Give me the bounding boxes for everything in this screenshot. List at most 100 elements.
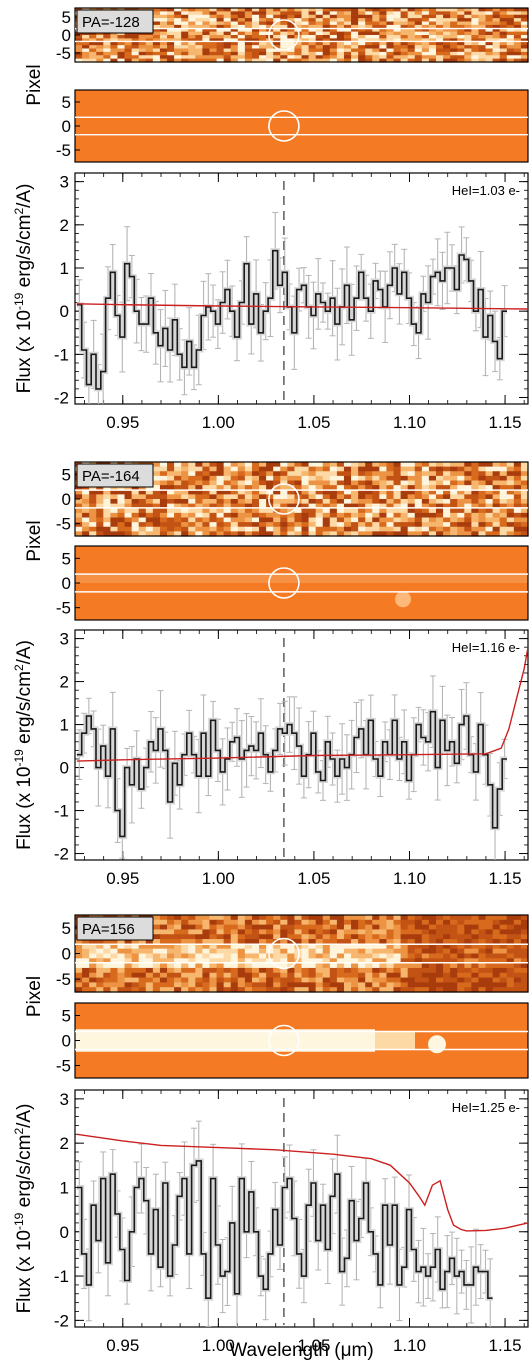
image-pixel bbox=[89, 512, 97, 519]
image-pixel bbox=[372, 28, 380, 33]
image-pixel bbox=[131, 517, 140, 523]
image-pixel bbox=[322, 512, 331, 519]
image-pixel bbox=[237, 489, 246, 495]
image-pixel bbox=[230, 915, 239, 921]
image-pixel bbox=[329, 915, 338, 921]
image-pixel bbox=[124, 963, 133, 969]
image-pixel bbox=[499, 972, 508, 979]
image-pixel bbox=[513, 929, 522, 935]
image-pixel bbox=[414, 943, 423, 950]
image-pixel bbox=[336, 45, 345, 50]
image-pixel bbox=[372, 8, 380, 12]
image-pixel bbox=[237, 45, 246, 50]
image-pixel bbox=[188, 45, 196, 50]
image-pixel bbox=[287, 503, 296, 509]
image-pixel bbox=[244, 8, 253, 12]
image-pixel bbox=[513, 972, 522, 979]
image-pixel bbox=[421, 963, 430, 969]
image-pixel bbox=[351, 987, 359, 993]
image-pixel bbox=[386, 11, 395, 16]
image-pixel bbox=[96, 963, 104, 969]
image-pixel bbox=[365, 38, 373, 43]
image-pixel bbox=[351, 512, 359, 519]
image-pixel bbox=[280, 35, 288, 39]
image-pixel bbox=[230, 475, 239, 482]
image-pixel bbox=[343, 967, 352, 974]
image-pixel bbox=[117, 489, 126, 495]
image-pixel bbox=[223, 494, 232, 500]
image-pixel bbox=[379, 972, 388, 979]
image-pixel bbox=[322, 11, 331, 16]
image-pixel bbox=[287, 943, 296, 950]
image-pixel bbox=[167, 471, 175, 477]
image-pixel bbox=[251, 943, 260, 950]
image-pixel bbox=[301, 11, 310, 16]
image-pixel bbox=[117, 35, 126, 39]
image-pixel bbox=[379, 38, 388, 43]
image-pixel bbox=[259, 499, 267, 505]
image-pixel bbox=[513, 41, 522, 46]
image-pixel bbox=[485, 987, 494, 993]
image-pixel bbox=[273, 471, 281, 477]
image-pixel bbox=[167, 987, 175, 993]
image-pixel bbox=[237, 471, 246, 477]
image-pixel bbox=[209, 934, 218, 940]
image-pixel bbox=[167, 28, 175, 33]
image-pixel bbox=[471, 503, 480, 509]
image-pixel bbox=[329, 31, 338, 36]
image-pixel bbox=[280, 58, 288, 63]
image-pixel bbox=[520, 475, 529, 482]
x-tick-label: 1.10 bbox=[393, 869, 426, 888]
image-pixel bbox=[520, 929, 529, 935]
image-pixel bbox=[152, 45, 161, 50]
image-pixel bbox=[181, 471, 189, 477]
image-pixel bbox=[82, 503, 90, 509]
image-pixel bbox=[329, 987, 338, 993]
image-pixel bbox=[110, 987, 119, 993]
image-pixel bbox=[89, 948, 97, 955]
image-pixel bbox=[216, 18, 225, 23]
image-pixel bbox=[336, 480, 345, 486]
image-pixel bbox=[89, 48, 97, 53]
image-pixel bbox=[478, 35, 487, 39]
image-pixel bbox=[251, 28, 260, 33]
image-pixel bbox=[195, 522, 204, 528]
image-pixel bbox=[266, 466, 274, 472]
image-pixel bbox=[351, 480, 359, 486]
image-pixel bbox=[450, 24, 458, 29]
image-pixel bbox=[329, 45, 338, 50]
image-pixel bbox=[174, 462, 182, 468]
image-pixel bbox=[329, 41, 338, 46]
image-pixel bbox=[181, 475, 189, 482]
image-pixel bbox=[202, 11, 211, 16]
image-pixel bbox=[393, 987, 402, 993]
image-pixel bbox=[209, 31, 218, 36]
image-pixel bbox=[159, 31, 168, 36]
image-pixel bbox=[301, 948, 310, 955]
image-pixel bbox=[443, 494, 451, 500]
image-pixel bbox=[351, 475, 359, 482]
image-pixel bbox=[131, 987, 140, 993]
image-pixel bbox=[138, 55, 147, 60]
image-pixel bbox=[152, 21, 161, 26]
image-pixel bbox=[464, 28, 472, 33]
image-pixel bbox=[110, 522, 119, 528]
image-pixel bbox=[188, 489, 196, 495]
image-pixel bbox=[471, 508, 480, 514]
image-pixel bbox=[428, 531, 437, 537]
image-pixel bbox=[159, 466, 168, 472]
image-pixel bbox=[280, 522, 288, 528]
image-pixel bbox=[315, 512, 324, 519]
image-pixel bbox=[386, 24, 395, 29]
image-pixel bbox=[435, 21, 444, 26]
image-pixel bbox=[365, 924, 373, 931]
pixel-tick-label: 5 bbox=[62, 1007, 71, 1026]
image-pixel bbox=[315, 522, 324, 528]
image-pixel bbox=[435, 982, 444, 988]
image-pixel bbox=[138, 939, 147, 945]
image-pixel bbox=[89, 522, 97, 528]
image-pixel bbox=[471, 967, 480, 974]
image-pixel bbox=[103, 963, 111, 969]
image-pixel bbox=[379, 475, 388, 482]
image-pixel bbox=[152, 977, 161, 983]
